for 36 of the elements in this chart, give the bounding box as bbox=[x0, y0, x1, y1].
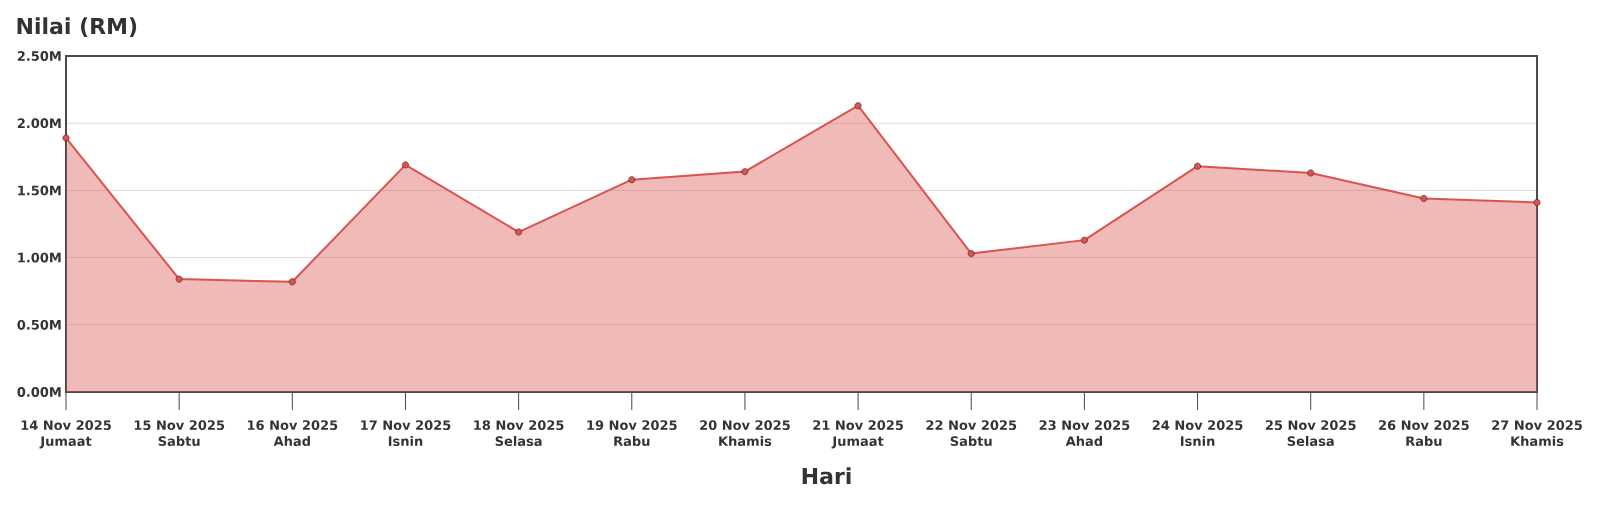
x-tick-label: 26 Nov 2025 Rabu bbox=[1379, 420, 1469, 447]
point bbox=[967, 250, 975, 257]
point bbox=[1080, 236, 1088, 244]
y-tick-label: 2.50M bbox=[17, 51, 61, 61]
x-tick-label: 17 Nov 2025 Isnin bbox=[361, 420, 451, 447]
point bbox=[741, 168, 749, 175]
x-tick-label: 25 Nov 2025 Selasa bbox=[1265, 420, 1356, 447]
x-tick-label: 23 Nov 2025 Ahad bbox=[1039, 420, 1130, 447]
x-tick-label: 21 Nov 2025 Jumaat bbox=[813, 420, 903, 449]
point bbox=[1307, 169, 1315, 177]
x-tick-label: 19 Nov 2025 Rabu bbox=[587, 420, 677, 447]
point bbox=[854, 102, 862, 110]
point bbox=[175, 275, 183, 283]
point bbox=[288, 278, 296, 286]
y-tick-label: 0.50M bbox=[17, 319, 61, 330]
x-tick-label: 27 Nov 2025 Khamis bbox=[1492, 420, 1582, 447]
x-tick-label: 16 Nov 2025 Ahad bbox=[247, 420, 338, 447]
x-tick-label: 20 Nov 2025 Khamis bbox=[700, 420, 790, 447]
y-tick-label: 2.00M bbox=[17, 118, 61, 129]
x-tick-label: 14 Nov 2025 Jumaat bbox=[21, 420, 111, 449]
y-tick-label: 1.00M bbox=[18, 252, 61, 263]
point bbox=[402, 161, 409, 169]
y-tick-label: 0.00M bbox=[17, 387, 61, 397]
point bbox=[1533, 199, 1541, 206]
x-tick-label: 15 Nov 2025 Sabtu bbox=[134, 420, 225, 447]
point bbox=[628, 176, 636, 184]
y-axis-title: Nilai (RM) bbox=[17, 17, 137, 37]
x-tick-label: 24 Nov 2025 Isnin bbox=[1152, 420, 1243, 447]
y-tick-label: 1.50M bbox=[18, 185, 61, 196]
point bbox=[62, 134, 70, 142]
point bbox=[1420, 195, 1428, 202]
x-axis-title: Hari bbox=[802, 467, 851, 485]
x-tick-label: 22 Nov 2025 Sabtu bbox=[926, 420, 1017, 447]
point bbox=[1194, 162, 1201, 170]
x-tick-label: 18 Nov 2025 Selasa bbox=[474, 420, 564, 447]
point bbox=[515, 228, 523, 236]
